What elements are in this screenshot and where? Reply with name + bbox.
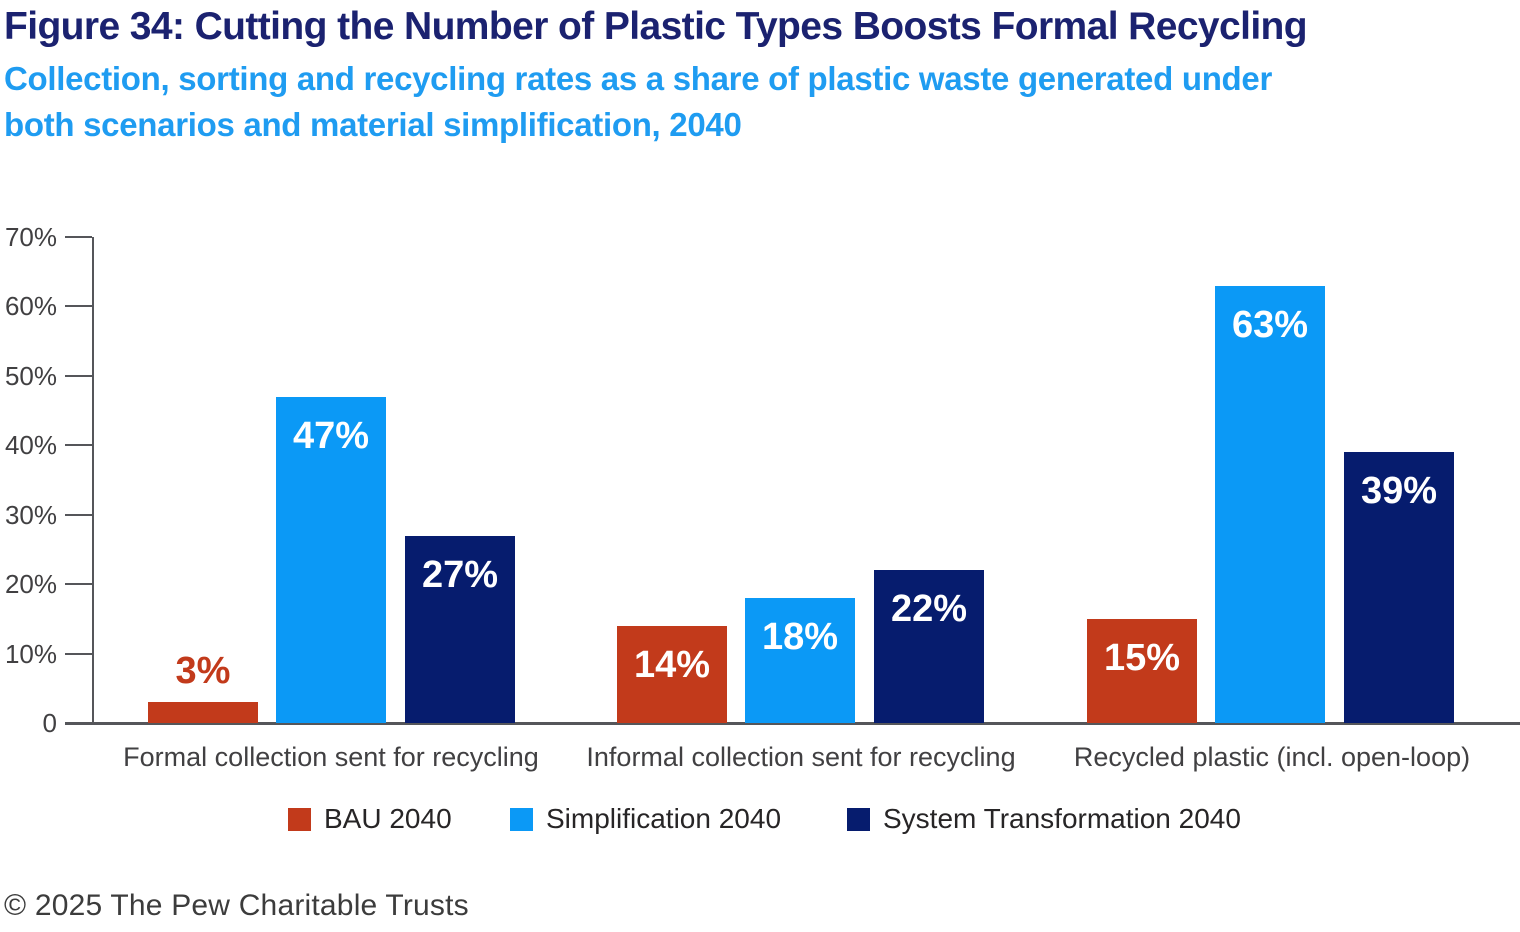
y-axis-tick xyxy=(65,375,92,377)
y-axis-tick-label: 20% xyxy=(4,569,57,599)
y-axis-tick-label: 10% xyxy=(4,639,57,669)
chart-subtitle-line-1: Collection, sorting and recycling rates … xyxy=(4,60,1272,97)
y-axis-tick xyxy=(65,583,92,585)
bar-simplification-2040-group-1 xyxy=(276,397,386,723)
y-axis-tick xyxy=(65,653,92,655)
legend-label-bau: BAU 2040 xyxy=(324,803,452,834)
y-axis-line xyxy=(92,237,94,723)
y-axis-tick-label: 50% xyxy=(4,361,57,391)
bar-value-label: 3% xyxy=(175,650,231,692)
y-axis-tick-label: 70% xyxy=(4,222,57,252)
bar-value-label: 22% xyxy=(890,588,968,630)
bar-value-label: 63% xyxy=(1231,304,1309,346)
chart-subtitle-line-2: both scenarios and material simplificati… xyxy=(4,106,742,143)
bar-value-label: 18% xyxy=(761,616,839,658)
bar-system-transformation-2040-group-1 xyxy=(405,536,515,723)
bar-simplification-2040-group-3 xyxy=(1215,286,1325,723)
bar-value-label: 47% xyxy=(292,415,370,457)
chart-subtitle: Collection, sorting and recycling rates … xyxy=(4,56,1272,148)
bar-bau-2040-group-2 xyxy=(617,626,727,723)
category-label-group-1: Formal collection sent for recycling xyxy=(123,742,539,772)
copyright-text: © 2025 The Pew Charitable Trusts xyxy=(4,889,469,922)
bar-value-label: 15% xyxy=(1103,637,1181,679)
bar-simplification-2040-group-2 xyxy=(745,598,855,723)
bar-bau-2040-group-1 xyxy=(148,702,258,723)
bar-system-transformation-2040-group-3 xyxy=(1344,452,1454,723)
legend-item-simplification: Simplification 2040 xyxy=(510,803,781,835)
y-axis-tick xyxy=(65,236,92,238)
bar-system-transformation-2040-group-2 xyxy=(874,570,984,723)
legend-swatch-simplification xyxy=(510,807,533,831)
category-label-group-2: Informal collection sent for recycling xyxy=(586,742,1016,772)
legend-label-system-transformation: System Transformation 2040 xyxy=(883,803,1241,834)
legend-swatch-system-transformation xyxy=(847,807,870,831)
bar-value-label: 39% xyxy=(1360,470,1438,512)
legend-item-bau: BAU 2040 xyxy=(288,803,452,835)
bar-bau-2040-group-3 xyxy=(1087,619,1197,723)
y-axis-tick xyxy=(65,444,92,446)
y-axis-tick xyxy=(65,305,92,307)
y-axis-tick-label: 40% xyxy=(4,430,57,460)
y-axis-tick-label: 30% xyxy=(4,500,57,530)
category-label-group-3: Recycled plastic (incl. open-loop) xyxy=(1073,742,1471,772)
chart-title: Figure 34: Cutting the Number of Plastic… xyxy=(4,5,1308,48)
legend-label-simplification: Simplification 2040 xyxy=(546,803,782,834)
y-axis-tick-label: 60% xyxy=(4,291,57,321)
bar-value-label: 27% xyxy=(421,554,499,596)
legend-swatch-bau xyxy=(288,807,311,831)
y-axis-tick xyxy=(65,514,92,516)
legend-item-system-transformation: System Transformation 2040 xyxy=(847,803,1241,835)
bar-value-label: 14% xyxy=(633,644,711,686)
y-axis-tick-label: 0 xyxy=(42,708,57,738)
x-axis-line xyxy=(65,722,1520,725)
